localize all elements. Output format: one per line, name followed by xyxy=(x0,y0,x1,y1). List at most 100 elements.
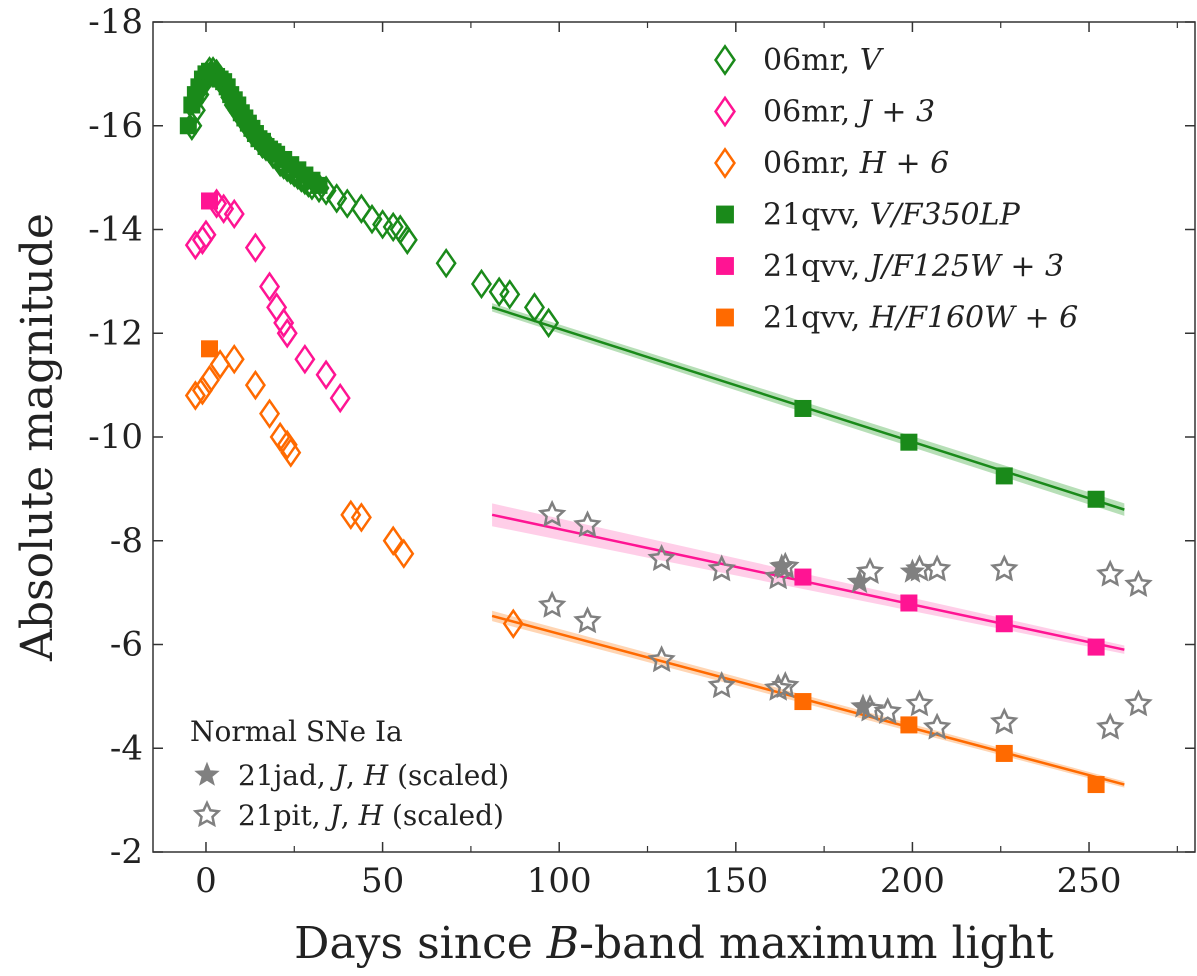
data-point-s0-37 xyxy=(326,183,348,214)
data-point-s1-9 xyxy=(273,307,295,339)
data-point-s6-0 xyxy=(768,553,795,578)
data-point-s7-2 xyxy=(647,543,676,571)
note-italic: J xyxy=(330,759,348,792)
data-point-s2-12 xyxy=(382,525,404,556)
legend-label-italic: J/F125W + 3 xyxy=(864,249,1064,284)
data-point-s7-3 xyxy=(707,554,736,582)
data-point-s1-5 xyxy=(223,198,245,230)
data-point-s7-6 xyxy=(855,556,885,584)
data-point-s7-23 xyxy=(1095,712,1125,740)
data-point-s2-11 xyxy=(350,502,372,533)
legend-label-italic: H + 6 xyxy=(859,146,949,181)
note-suffix: (scaled) xyxy=(388,759,509,792)
x-tick-label-1: 50 xyxy=(361,861,404,901)
data-point-s0-49 xyxy=(523,292,545,323)
note-plain: 21pit, xyxy=(238,799,330,832)
data-point-s2-8 xyxy=(276,429,298,460)
x-tick-label-2: 100 xyxy=(527,861,592,901)
legend-marker-3 xyxy=(716,205,734,224)
legend-label-italic: J + 3 xyxy=(854,95,935,130)
data-point-s2-4 xyxy=(223,343,245,375)
x-tick-label-0: 0 xyxy=(195,861,217,901)
data-point-s7-21 xyxy=(922,712,952,740)
legend-marker-2 xyxy=(714,147,736,179)
legend-marker-5 xyxy=(716,308,734,327)
y-tick-label-6: -6 xyxy=(110,625,143,665)
x-tick-label-3: 150 xyxy=(703,861,768,901)
note-italic: H xyxy=(358,799,384,832)
data-point-s2-14 xyxy=(502,608,524,639)
y-axis-title: Absolute magnitude xyxy=(12,213,63,662)
data-point-s3-33 xyxy=(900,433,918,451)
data-point-s7-15 xyxy=(707,671,736,699)
data-point-s2-13 xyxy=(393,538,415,569)
legend-label-5: 21qvv, H/F160W + 6 xyxy=(763,301,1078,336)
legend-label-plain: 06mr, xyxy=(763,146,860,181)
data-point-s5-3 xyxy=(995,744,1013,762)
data-point-s2-6 xyxy=(259,398,281,429)
legend-marker-1 xyxy=(714,95,736,128)
data-point-s3-35 xyxy=(1087,490,1105,508)
legend-label-3: 21qvv, V/F350LP xyxy=(763,198,1021,233)
data-point-s0-44 xyxy=(396,224,418,256)
y-tick-label-2: -14 xyxy=(88,210,143,250)
data-point-s2-9 xyxy=(280,437,302,468)
legend-label-plain: 06mr, xyxy=(763,95,860,130)
data-point-s7-22 xyxy=(989,707,1019,735)
legend-marker-4 xyxy=(716,257,734,275)
legend-label-2: 06mr, H + 6 xyxy=(763,146,949,181)
legend-label-0: 06mr, V xyxy=(763,43,885,78)
axis-ticks xyxy=(153,21,1195,853)
data-point-s7-0 xyxy=(537,499,567,527)
data-point-s0-46 xyxy=(470,268,493,300)
data-point-s5-0 xyxy=(201,340,219,358)
legend-label-plain: 06mr, xyxy=(763,43,860,78)
data-point-s1-7 xyxy=(259,271,281,302)
data-point-s2-5 xyxy=(244,369,266,401)
legend-label-italic: H/F160W + 6 xyxy=(869,301,1078,336)
data-point-s7-12 xyxy=(537,590,567,618)
data-point-s0-42 xyxy=(382,211,404,243)
y-tick-label-7: -4 xyxy=(110,728,143,768)
legend-label-plain: 21qvv, xyxy=(763,249,870,284)
data-point-s3-0 xyxy=(179,117,197,135)
data-point-s0-40 xyxy=(361,203,383,235)
y-tick-label-1: -16 xyxy=(88,106,143,146)
note-marker-0 xyxy=(194,761,220,786)
legend-label-plain: 21qvv, xyxy=(763,198,870,233)
y-tick-label-5: -8 xyxy=(110,521,143,561)
y-tick-label-3: -12 xyxy=(88,313,143,353)
data-point-s2-1 xyxy=(191,375,213,406)
data-point-s1-13 xyxy=(329,382,351,414)
note-sep: , xyxy=(346,759,364,792)
data-point-s4-3 xyxy=(995,615,1013,633)
y-tick-label-4: -10 xyxy=(88,417,143,457)
y-tick-label-8: -2 xyxy=(110,832,143,872)
x-tick-label-4: 200 xyxy=(880,861,945,901)
x-title-part: Days since xyxy=(294,918,547,969)
data-point-s6-3 xyxy=(899,558,926,583)
note-suffix: (scaled) xyxy=(383,799,504,832)
x-tick-label-5: 250 xyxy=(1057,861,1122,901)
data-point-s4-2 xyxy=(900,594,918,612)
data-point-s1-2 xyxy=(195,219,217,250)
note-italic: H xyxy=(363,759,389,792)
note-sep: , xyxy=(341,799,359,832)
data-point-s7-9 xyxy=(989,554,1019,582)
data-point-s5-4 xyxy=(1087,776,1105,794)
data-point-s6-2 xyxy=(850,693,876,718)
data-point-s7-24 xyxy=(1124,689,1153,717)
note-line-0: 21jad, J, H (scaled) xyxy=(238,759,509,792)
data-point-s4-4 xyxy=(1087,638,1105,656)
legend-label-italic: V/F350LP xyxy=(870,198,1021,233)
x-title-part: -band maximum light xyxy=(579,918,1054,969)
data-points xyxy=(179,56,1153,794)
data-point-s0-48 xyxy=(499,279,521,310)
data-point-s7-10 xyxy=(1095,559,1125,587)
y-tick-label-0: -18 xyxy=(88,2,143,42)
data-point-s3-31 xyxy=(310,176,328,194)
data-point-s6-1 xyxy=(846,568,873,594)
